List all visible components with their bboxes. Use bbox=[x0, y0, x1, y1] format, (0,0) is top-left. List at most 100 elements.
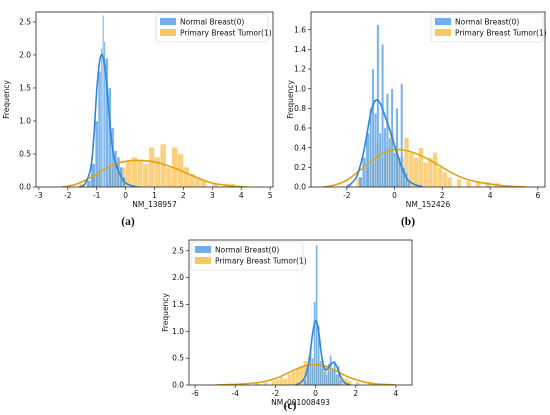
tumor-bar-5 bbox=[279, 376, 284, 385]
x-tick-label: 4 bbox=[394, 389, 399, 398]
x-tick-label: -6 bbox=[191, 389, 199, 398]
tumor-bar-12 bbox=[413, 157, 419, 187]
tumor-bar-14 bbox=[423, 162, 429, 187]
tumor-bar-9 bbox=[142, 163, 149, 187]
legend-box bbox=[190, 241, 304, 271]
normal-bar-14 bbox=[395, 108, 399, 187]
x-tick-label: -4 bbox=[231, 389, 239, 398]
normal-bar-7 bbox=[378, 132, 382, 187]
normal-kde-line bbox=[78, 53, 138, 187]
tumor-bar-13 bbox=[418, 147, 424, 187]
tumor-legend-label: Primary Breast Tumor(1) bbox=[455, 29, 547, 38]
x-tick-label: -2 bbox=[272, 389, 280, 398]
tumor-legend-swatch bbox=[195, 257, 211, 264]
x-tick-label: -3 bbox=[35, 191, 43, 200]
x-tick-label: 3 bbox=[210, 191, 215, 200]
tumor-bar-20 bbox=[456, 178, 462, 187]
legend: Normal Breast(0) Primary Breast Tumor(1) bbox=[430, 13, 547, 43]
y-tick-label: 1.0 bbox=[19, 117, 31, 126]
normal-bar-17 bbox=[339, 379, 342, 385]
x-tick-label: 2 bbox=[353, 389, 358, 398]
normal-bar-3 bbox=[97, 71, 102, 187]
y-tick-label: 0.0 bbox=[172, 381, 184, 390]
plot-area bbox=[215, 245, 396, 385]
x-tick-label: 4 bbox=[488, 191, 493, 200]
tumor-bar-22 bbox=[347, 380, 352, 385]
normal-bar-5 bbox=[102, 15, 105, 187]
normal-bar-5 bbox=[315, 245, 318, 385]
tumor-bar-8 bbox=[137, 160, 144, 187]
tumor-bar-16 bbox=[183, 167, 190, 187]
y-axis-label: Frequency bbox=[2, 80, 11, 119]
normal-bar-9 bbox=[383, 127, 387, 187]
tumor-legend-label: Primary Breast Tumor(1) bbox=[215, 257, 307, 266]
tumor-bar-6 bbox=[283, 378, 288, 385]
legend-box bbox=[430, 13, 544, 43]
tumor-bar-4 bbox=[275, 379, 280, 385]
normal-legend-label: Normal Breast(0) bbox=[215, 246, 279, 255]
y-tick-label: 0.2 bbox=[294, 163, 306, 172]
y-tick-label: 0.5 bbox=[172, 354, 184, 363]
normal-legend-label: Normal Breast(0) bbox=[180, 18, 244, 27]
y-tick-label: 1.5 bbox=[172, 300, 184, 309]
y-axis-label: Frequency bbox=[286, 80, 295, 119]
chart-panel-3: -6 -4 -2 0 2 4 0.0 0.5 1.0 1.5 2.0 2.5 NM_001008493 F… bbox=[161, 239, 413, 412]
chart-panel-1: -3 -2 -1 0 1 2 3 4 5 0.0 0.5 1.0 1.5 2.0 2.5 NM_138957 F… bbox=[2, 11, 274, 228]
normal-bar-10 bbox=[325, 374, 328, 385]
normal-legend-swatch bbox=[435, 18, 451, 25]
x-tick-label: 6 bbox=[535, 191, 540, 200]
normal-legend-label: Normal Breast(0) bbox=[455, 18, 519, 27]
x-tick-label: 0 bbox=[392, 191, 397, 200]
tumor-bar-23 bbox=[355, 381, 360, 385]
normal-bar-12 bbox=[329, 355, 332, 385]
tumor-bar-3 bbox=[271, 380, 276, 385]
normal-bar-4 bbox=[371, 68, 375, 187]
tumor-bar-18 bbox=[442, 172, 448, 187]
tumor-bar-8 bbox=[291, 371, 296, 385]
x-tick-label: -2 bbox=[343, 191, 351, 200]
x-tick-label: 4 bbox=[239, 191, 244, 200]
y-tick-label: 2.5 bbox=[172, 246, 184, 255]
normal-bar-0 bbox=[358, 177, 363, 187]
normal-bar-19 bbox=[407, 181, 411, 187]
tumor-bar-16 bbox=[432, 152, 438, 187]
y-tick-label: 1.4 bbox=[294, 45, 306, 54]
normal-bar-4 bbox=[100, 48, 103, 187]
normal-bar-1 bbox=[362, 157, 367, 187]
normal-bar-4 bbox=[313, 301, 316, 385]
tumor-legend-label: Primary Breast Tumor(1) bbox=[180, 29, 272, 38]
y-tick-label: 1.0 bbox=[294, 84, 306, 93]
tumor-kde-line bbox=[215, 363, 396, 385]
y-tick-label: 2.0 bbox=[172, 273, 184, 282]
x-tick-label: 5 bbox=[268, 191, 273, 200]
tumor-bar-17 bbox=[437, 167, 443, 187]
tumor-bar-7 bbox=[287, 374, 292, 385]
panel-caption: (b) bbox=[401, 216, 415, 228]
tumor-bar-21 bbox=[466, 180, 472, 187]
normal-legend-swatch bbox=[160, 18, 176, 25]
normal-bar-6 bbox=[376, 24, 380, 187]
tumor-bar-13 bbox=[165, 167, 172, 187]
y-tick-label: 2.5 bbox=[19, 18, 31, 27]
normal-bar-13 bbox=[393, 152, 396, 187]
y-tick-label: 0.0 bbox=[294, 183, 306, 192]
tumor-bar-7 bbox=[131, 157, 138, 187]
normal-bar-13 bbox=[331, 368, 334, 385]
tumor-kde-line bbox=[61, 159, 248, 187]
tumor-legend-swatch bbox=[435, 29, 451, 36]
plot-area bbox=[322, 24, 526, 187]
normal-legend-swatch bbox=[195, 246, 211, 253]
y-tick-label: 2.0 bbox=[19, 51, 31, 60]
x-tick-label: 1 bbox=[152, 191, 157, 200]
y-tick-label: 1.2 bbox=[294, 65, 306, 74]
normal-kde-line bbox=[346, 99, 424, 187]
y-tick-label: 0.6 bbox=[294, 124, 306, 133]
normal-bar-15 bbox=[335, 374, 338, 385]
axes-frame bbox=[188, 239, 413, 386]
y-tick-label: 0.5 bbox=[19, 150, 31, 159]
panel-caption: (a) bbox=[121, 216, 135, 228]
x-axis-label: NM_001008493 bbox=[271, 398, 330, 407]
